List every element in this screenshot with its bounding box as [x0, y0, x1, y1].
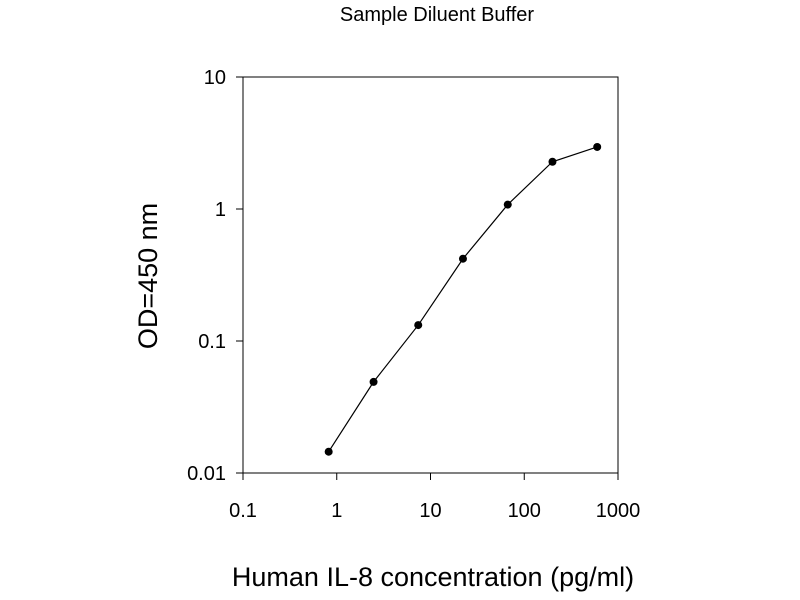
- x-tick-label: 0.1: [229, 500, 257, 522]
- y-tick-label: 0.1: [198, 331, 226, 353]
- y-tick-label: 1: [215, 199, 226, 221]
- data-point: [324, 447, 333, 456]
- data-point: [548, 157, 557, 166]
- x-axis: 0.1 1 10 100 1000: [229, 473, 640, 522]
- series-line: [328, 146, 598, 453]
- x-tick-label: 100: [508, 500, 541, 522]
- y-axis: 0.01 0.1 1 10: [187, 67, 243, 485]
- plot-area: [242, 76, 619, 474]
- data-point: [414, 321, 423, 330]
- x-tick-label: 1000: [596, 500, 641, 522]
- data-point: [369, 377, 378, 386]
- chart-title: Sample Diluent Buffer: [340, 4, 535, 26]
- y-tick-label: 0.01: [187, 463, 226, 485]
- x-axis-label: Human IL-8 concentration (pg/ml): [232, 562, 634, 592]
- data-point: [458, 254, 467, 263]
- series-layer: [324, 142, 602, 456]
- y-axis-label: OD=450 nm: [133, 203, 163, 349]
- x-tick-label: 10: [419, 500, 441, 522]
- data-point: [503, 200, 512, 209]
- data-point: [593, 142, 602, 151]
- x-tick-label: 1: [331, 500, 342, 522]
- y-tick-label: 10: [204, 67, 226, 89]
